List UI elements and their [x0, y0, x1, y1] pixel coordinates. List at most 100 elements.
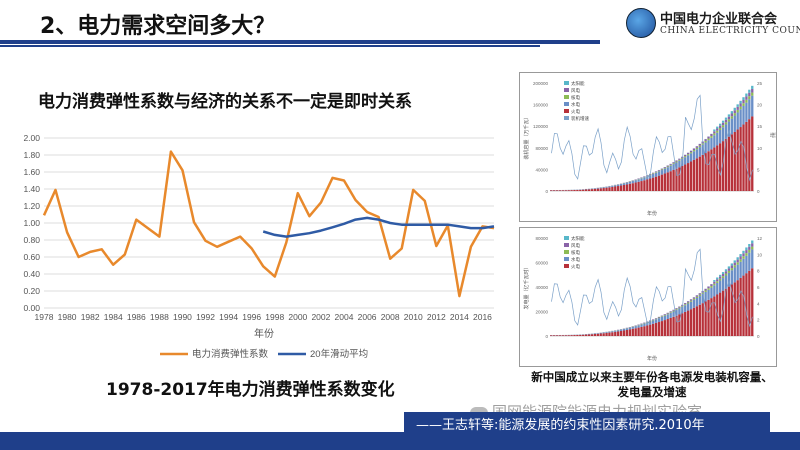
inset-bar-segment — [617, 186, 620, 191]
inset-bar-segment — [637, 325, 640, 328]
inset-y-tick: 120000 — [533, 124, 549, 129]
inset-bar-segment — [637, 327, 640, 336]
inset-bar-segment — [698, 293, 701, 295]
inset-bar-segment — [552, 190, 556, 191]
inset-bar-segment — [695, 296, 699, 299]
inset-bar-segment — [739, 256, 742, 260]
inset-bar-segment — [739, 103, 742, 107]
right-caption-line-1: 新中国成立以来主要年份各电源发电装机容量、 — [531, 370, 773, 384]
inset-bar-segment — [619, 329, 623, 331]
inset-bar-segment — [561, 335, 564, 336]
inset-bar-segment — [652, 172, 655, 174]
inset-legend-swatch — [564, 81, 569, 85]
inset-bar-segment — [666, 166, 669, 168]
inset-bar-segment — [605, 332, 608, 336]
inset-legend-swatch — [564, 109, 569, 113]
inset-bar-segment — [643, 177, 646, 181]
inset-bar-segment — [736, 112, 739, 130]
inset-bar-segment — [698, 143, 701, 146]
inset-bar-segment — [593, 333, 597, 335]
inset-bar-segment — [649, 178, 652, 191]
inset-bar-segment — [707, 140, 710, 152]
inset-bar-segment — [727, 270, 731, 273]
inset-bar-segment — [686, 310, 690, 336]
x-tick-label: 1996 — [242, 312, 261, 322]
x-tick-label: 1992 — [196, 312, 215, 322]
inset-bar-segment — [652, 320, 655, 324]
inset-bar-segment — [584, 189, 588, 191]
logo-chinese-name: 中国电力企业联合会 — [660, 12, 778, 27]
inset-legend-label: 火电 — [571, 263, 580, 269]
x-tick-label: 2014 — [450, 312, 469, 322]
inset-bar-segment — [748, 96, 751, 100]
inset-bar-segment — [666, 312, 669, 314]
inset-bar-segment — [686, 302, 690, 304]
inset-bar-segment — [654, 322, 658, 336]
capacity-chart-svg: 0 40000 80000 120000 160000 200000 0 5 10 15 20 25 装… — [523, 80, 780, 217]
inset-x-label: 年份 — [647, 355, 657, 362]
inset-bar-segment — [660, 168, 664, 170]
inset-bar-segment — [736, 280, 739, 336]
inset-bar-segment — [622, 185, 626, 191]
inset-legend-swatch — [564, 264, 569, 268]
inset-bar-segment — [684, 303, 687, 305]
inset-bar-segment — [596, 188, 599, 191]
inset-bar-segment — [733, 282, 736, 336]
inset-bar-segment — [713, 296, 716, 336]
x-tick-label: 1984 — [104, 312, 123, 322]
y-tick-label: 1.60 — [23, 167, 40, 177]
x-tick-label: 1994 — [219, 312, 238, 322]
inset-legend-label: 核电 — [571, 249, 580, 256]
x-tick-label: 2012 — [427, 312, 446, 322]
inset-y-label: 装机容量（万千瓦） — [523, 114, 530, 159]
inset-bar-segment — [748, 99, 751, 120]
inset-bar-segment — [678, 159, 681, 161]
inset-bar-segment — [684, 157, 687, 165]
inset-bar-segment — [689, 301, 693, 310]
inset-bar-segment — [748, 249, 751, 253]
inset-bar-segment — [751, 85, 754, 89]
inset-bar-segment — [736, 264, 739, 281]
inset-bar-segment — [739, 109, 742, 128]
inset-bar-segment — [631, 181, 634, 184]
inset-bar-segment — [657, 175, 661, 191]
inset-bar-segment — [669, 164, 672, 166]
inset-right-tick: 10 — [757, 146, 763, 151]
inset-bar-segment — [727, 119, 731, 122]
x-tick-label: 1980 — [58, 312, 77, 322]
inset-bar-segment — [748, 89, 751, 93]
inset-bar-segment — [660, 174, 664, 191]
inset-bar-segment — [742, 105, 745, 125]
inset-bar-segment — [751, 240, 754, 244]
inset-right-tick: 5 — [757, 167, 760, 172]
inset-bar-segment — [692, 307, 696, 336]
inset-legend-label: 核电 — [571, 94, 580, 101]
inset-bar-segment — [698, 304, 701, 336]
inset-bar-segment — [649, 320, 652, 322]
inset-bar-segment — [742, 103, 745, 106]
inset-bar-segment — [678, 308, 681, 315]
inset-bar-segment — [666, 319, 669, 336]
inset-bar-segment — [692, 159, 696, 191]
inset-bar-segment — [721, 122, 725, 126]
inset-bar-segment — [573, 190, 576, 191]
inset-bar-segment — [663, 314, 666, 316]
inset-bar-segment — [716, 294, 719, 336]
inset-bar-segment — [739, 127, 742, 191]
inset-bar-segment — [742, 250, 745, 254]
inset-bar-segment — [736, 262, 739, 265]
inset-bar-segment — [698, 145, 701, 148]
inset-bar-segment — [736, 257, 739, 260]
inset-bar-segment — [675, 161, 678, 163]
inset-legend-swatch — [564, 88, 569, 92]
inset-bar-segment — [605, 187, 608, 191]
inset-bar-segment — [672, 311, 675, 317]
inset-bar-segment — [719, 280, 722, 293]
chart-series — [42, 150, 495, 298]
inset-x-label: 年份 — [647, 210, 657, 217]
inset-bar-segment — [649, 173, 652, 175]
inset-bar-segment — [654, 318, 658, 320]
inset-bar-segment — [593, 188, 597, 189]
y-tick-label: 0.00 — [23, 303, 40, 313]
inset-bar-segment — [640, 326, 643, 336]
